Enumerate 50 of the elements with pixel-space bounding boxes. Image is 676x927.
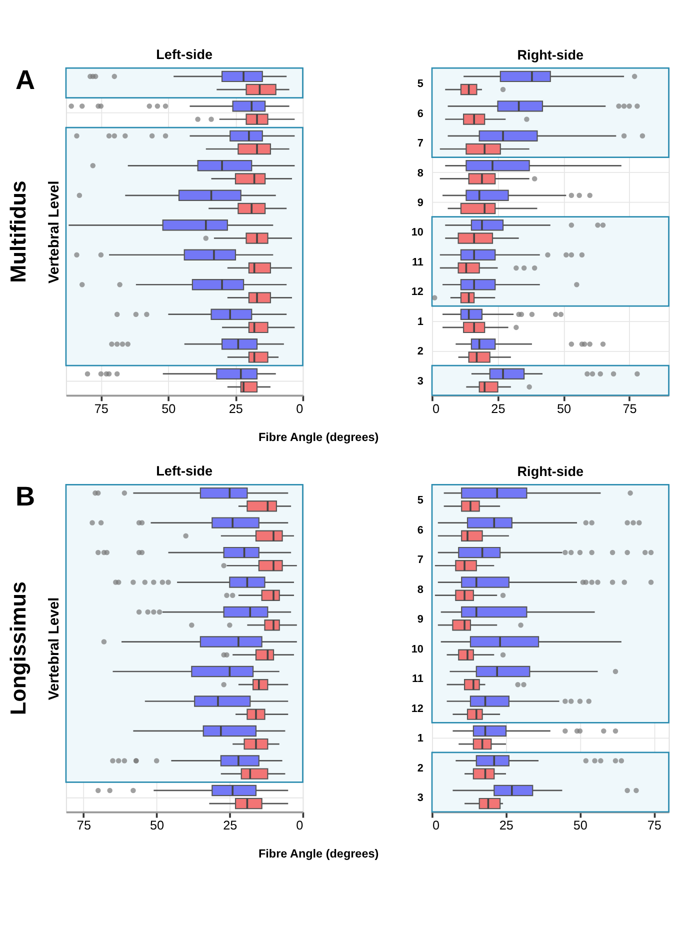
y-tick-label: 11 xyxy=(412,256,424,268)
y-tick-label: 10 xyxy=(411,643,424,656)
y-tick-label: 8 xyxy=(417,167,424,180)
y-tick-label: 12 xyxy=(411,286,424,298)
x-tick-label: 75 xyxy=(622,402,637,416)
x-tick-label: 75 xyxy=(647,818,662,833)
y-tick-label: 8 xyxy=(417,584,424,596)
y-axis-title: Vertebral Level xyxy=(46,597,62,700)
x-tick-label: 50 xyxy=(556,402,572,416)
x-tick-label: 25 xyxy=(499,818,514,833)
y-tick-label: 6 xyxy=(417,524,424,536)
y-tick-label: 12 xyxy=(411,702,424,715)
x-tick-label: 75 xyxy=(76,818,91,833)
x-tick-label: 25 xyxy=(228,402,243,416)
y-tick-label: 1 xyxy=(417,732,424,745)
y-axis-title: Vertebral Level xyxy=(46,180,62,284)
x-tick-label: 0 xyxy=(296,818,304,833)
x-tick-label: 0 xyxy=(432,402,440,416)
y-tick-label: 1 xyxy=(417,316,424,328)
text: Longissimus xyxy=(5,581,30,716)
y-tick-label: 3 xyxy=(417,375,424,388)
x-axis-title: Fibre Angle (degrees) xyxy=(258,430,379,444)
x-tick-label: 25 xyxy=(223,818,238,833)
y-tick-label: 7 xyxy=(417,554,424,566)
x-axis-title: Fibre Angle (degrees) xyxy=(258,848,379,861)
x-tick-label: 0 xyxy=(296,402,304,416)
y-tick-label: 5 xyxy=(417,78,424,90)
y-tick-label: 2 xyxy=(417,762,424,774)
x-tick-label: 0 xyxy=(432,818,440,833)
y-tick-label: 9 xyxy=(417,614,424,626)
chart-title: Left-side xyxy=(156,47,214,62)
y-tick-label: 7 xyxy=(417,138,424,150)
chart-title: Right-side xyxy=(517,47,584,62)
x-tick-label: 50 xyxy=(573,818,588,833)
text: B xyxy=(16,480,36,512)
text: Multifidus xyxy=(5,180,30,283)
chart-title: Right-side xyxy=(517,464,584,479)
x-tick-label: 75 xyxy=(94,402,108,416)
y-tick-label: 2 xyxy=(417,346,424,358)
x-tick-label: 50 xyxy=(162,402,176,416)
y-tick-label: 9 xyxy=(417,197,424,210)
text: A xyxy=(16,64,36,95)
y-tick-label: 3 xyxy=(417,792,424,804)
y-tick-label: 10 xyxy=(411,226,424,239)
y-tick-label: 11 xyxy=(412,673,424,686)
chart-title: Left-side xyxy=(156,464,214,479)
y-tick-label: 6 xyxy=(417,108,424,120)
y-tick-label: 5 xyxy=(417,494,424,507)
x-tick-label: 50 xyxy=(150,818,164,833)
x-tick-label: 25 xyxy=(491,402,506,416)
